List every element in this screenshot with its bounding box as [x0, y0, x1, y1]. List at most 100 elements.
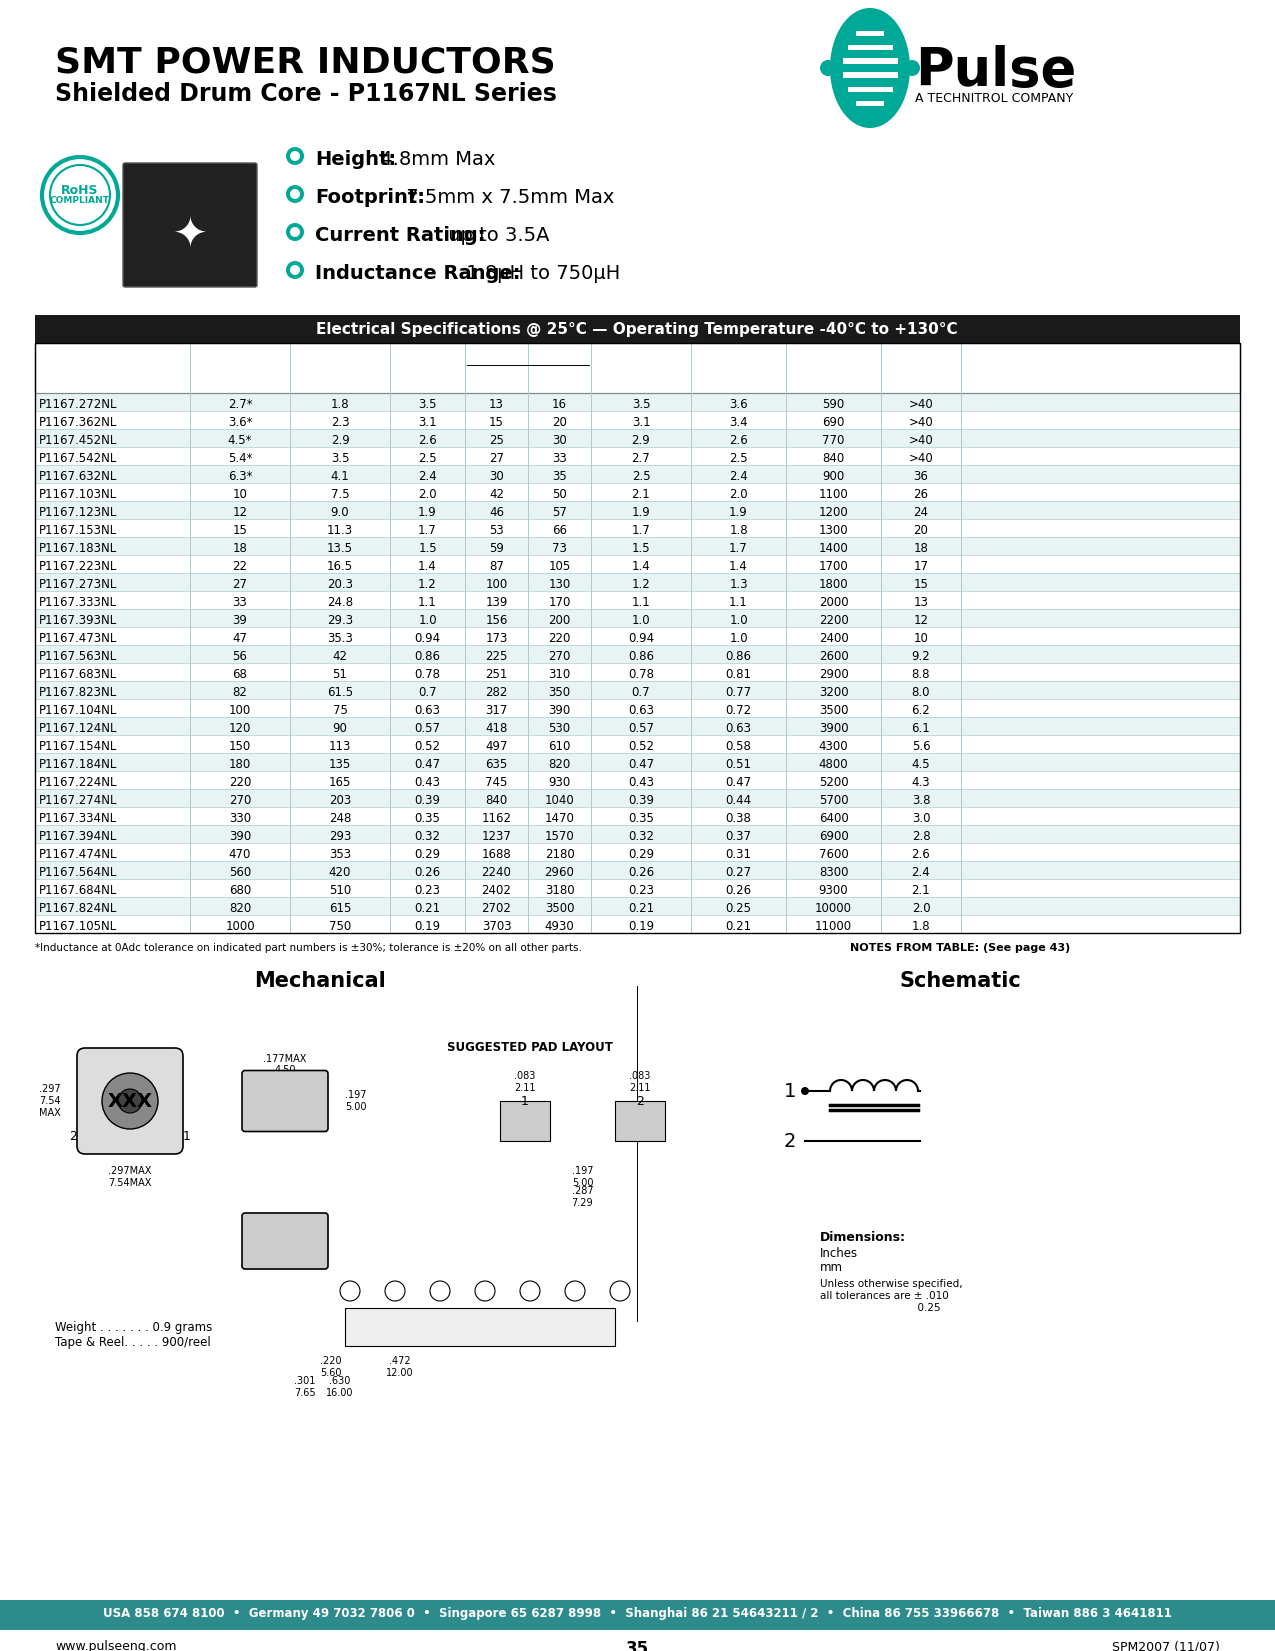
Text: Inductance Range:: Inductance Range: [315, 264, 520, 282]
Circle shape [289, 188, 300, 200]
Text: 0.52: 0.52 [414, 740, 440, 753]
Bar [34, 698, 1241, 717]
Text: 820: 820 [230, 901, 251, 915]
Text: 270: 270 [228, 794, 251, 806]
Text: 11000: 11000 [815, 920, 852, 933]
Text: NOTES FROM TABLE: (See page 43): NOTES FROM TABLE: (See page 43) [850, 943, 1070, 953]
Text: 1.4: 1.4 [729, 560, 748, 573]
Text: 15: 15 [490, 416, 504, 429]
Text: *Inductance at 0Adc tolerance on indicated part numbers is ±30%; tolerance is ±2: *Inductance at 0Adc tolerance on indicat… [34, 943, 581, 953]
Text: .083
2.11: .083 2.11 [630, 1071, 650, 1093]
Text: 39: 39 [232, 614, 247, 626]
Bar [0, 1600, 1275, 1630]
Text: P1167.124NL: P1167.124NL [40, 721, 117, 735]
Text: 10: 10 [914, 631, 928, 644]
Text: 26: 26 [913, 487, 928, 500]
Bar [34, 518, 1241, 537]
Text: 0.35: 0.35 [414, 812, 440, 824]
Bar [34, 915, 1241, 933]
Circle shape [289, 150, 300, 162]
Bar [615, 1101, 666, 1141]
Text: 1.4: 1.4 [631, 560, 650, 573]
Text: 0.57: 0.57 [414, 721, 440, 735]
Bar [34, 537, 1241, 555]
Text: 330: 330 [230, 812, 251, 824]
Text: P1167.824NL: P1167.824NL [40, 901, 117, 915]
Text: 0.21: 0.21 [414, 901, 441, 915]
Bar [34, 627, 1241, 646]
Text: 1570: 1570 [544, 829, 574, 842]
Text: P1167.273NL: P1167.273NL [40, 578, 117, 591]
Text: 2.0: 2.0 [418, 487, 437, 500]
Text: 220: 220 [548, 631, 571, 644]
Text: 1200: 1200 [819, 505, 848, 518]
Text: Height:: Height: [315, 150, 397, 168]
Text: (μH ±20%): (μH ±20%) [205, 380, 274, 391]
Text: P1167.104NL: P1167.104NL [40, 703, 117, 717]
Text: 1000: 1000 [226, 920, 255, 933]
Text: 3.6*: 3.6* [228, 416, 252, 429]
Text: 317: 317 [486, 703, 507, 717]
Circle shape [286, 147, 303, 165]
Text: 2.6: 2.6 [912, 847, 931, 860]
Text: 1.1: 1.1 [631, 596, 650, 609]
Text: -25% (A): -25% (A) [613, 380, 668, 391]
Text: 10: 10 [232, 487, 247, 500]
Text: 1100: 1100 [819, 487, 848, 500]
Text: 0.7: 0.7 [631, 685, 650, 698]
Text: 510: 510 [329, 883, 351, 896]
Text: 420: 420 [329, 865, 351, 878]
Text: 1.8: 1.8 [729, 523, 748, 537]
Text: 750: 750 [329, 920, 351, 933]
Text: 1800: 1800 [819, 578, 848, 591]
Text: 8.8: 8.8 [912, 667, 931, 680]
Text: 73: 73 [552, 542, 567, 555]
Text: 2.5: 2.5 [418, 451, 437, 464]
Text: 2.7*: 2.7* [228, 398, 252, 411]
Text: 25: 25 [490, 434, 504, 446]
Bar [848, 86, 892, 91]
Text: P1167.684NL: P1167.684NL [40, 883, 117, 896]
Text: P1167.563NL: P1167.563NL [40, 649, 117, 662]
Text: 1162: 1162 [482, 812, 511, 824]
Text: P1167.153NL: P1167.153NL [40, 523, 117, 537]
Text: 0.47: 0.47 [627, 758, 654, 771]
Circle shape [820, 59, 836, 76]
Text: @Irated: @Irated [315, 363, 365, 376]
Bar [34, 315, 1241, 343]
Text: 29.3: 29.3 [326, 614, 353, 626]
Text: P1167.823NL: P1167.823NL [40, 685, 117, 698]
Circle shape [289, 226, 300, 238]
Text: 100: 100 [230, 703, 251, 717]
Text: (μH) MIN: (μH) MIN [312, 380, 367, 391]
Text: 248: 248 [329, 812, 351, 824]
Text: 0.21: 0.21 [725, 920, 751, 933]
Text: 2.0: 2.0 [729, 487, 748, 500]
Text: 57: 57 [552, 505, 567, 518]
Text: Inductance: Inductance [301, 348, 379, 362]
Text: USA 858 674 8100  •  Germany 49 7032 7806 0  •  Singapore 65 6287 8998  •  Shang: USA 858 674 8100 • Germany 49 7032 7806 … [102, 1606, 1172, 1620]
Text: 180: 180 [230, 758, 251, 771]
Text: 27: 27 [232, 578, 247, 591]
Text: 2.6: 2.6 [729, 434, 748, 446]
Text: mm: mm [820, 1261, 843, 1275]
Text: 173: 173 [486, 631, 507, 644]
Text: DCR (mΩ): DCR (mΩ) [492, 348, 565, 362]
Text: 16.5: 16.5 [326, 560, 353, 573]
Text: 3.5: 3.5 [631, 398, 650, 411]
Text: Footprint:: Footprint: [315, 188, 425, 206]
Text: 3900: 3900 [819, 721, 848, 735]
Bar [34, 807, 1241, 826]
Text: 1.0: 1.0 [418, 614, 437, 626]
Bar [34, 343, 1241, 393]
Text: 4.3: 4.3 [912, 776, 931, 789]
Text: 1.7: 1.7 [631, 523, 650, 537]
Text: Inches: Inches [820, 1247, 858, 1260]
Text: 12: 12 [913, 614, 928, 626]
Circle shape [340, 1281, 360, 1301]
Text: 0.29: 0.29 [414, 847, 441, 860]
Circle shape [42, 157, 119, 233]
Text: 2000: 2000 [819, 596, 848, 609]
Text: 20: 20 [914, 523, 928, 537]
Text: Unless otherwise specified,: Unless otherwise specified, [820, 1280, 963, 1289]
